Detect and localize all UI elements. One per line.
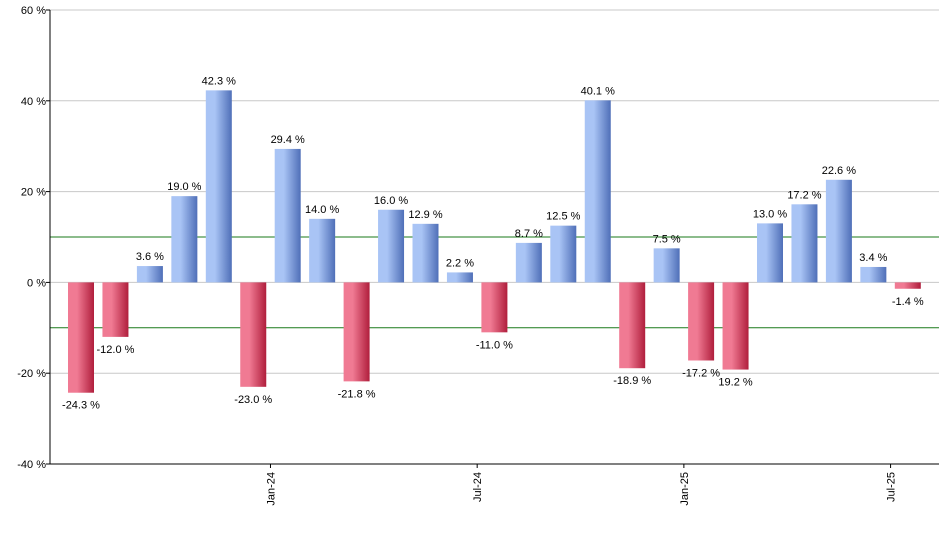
data-label: -1.4 %: [892, 296, 924, 308]
data-label: -21.8 %: [338, 388, 376, 400]
bar: [274, 148, 301, 283]
data-label: -17.2 %: [682, 367, 720, 379]
bar: [688, 282, 715, 361]
x-tick-label: Jul-24: [472, 472, 484, 502]
bar: [722, 282, 749, 370]
bar: [240, 282, 267, 387]
x-tick-label: Jul-25: [886, 472, 898, 502]
bar: [584, 100, 611, 283]
data-labels: -24.3 % -12.0 % 3.6 % 19.0 % 42.3 % -23.0 % 29…: [62, 75, 924, 411]
data-label: 7.5 %: [653, 233, 681, 245]
data-label: 3.4 %: [859, 252, 887, 264]
data-label: 16.0 %: [374, 195, 408, 207]
y-tick-label: -20 %: [17, 368, 46, 380]
bar: [412, 223, 439, 283]
bar: [68, 282, 94, 393]
bar: [446, 272, 473, 283]
data-label: -18.9 %: [613, 375, 651, 387]
bar: [619, 282, 646, 369]
data-label: 12.5 %: [546, 211, 580, 223]
y-tick-label: 60 %: [21, 5, 46, 17]
data-label: 3.6 %: [136, 251, 164, 263]
bar: [378, 209, 405, 283]
bar: [136, 266, 163, 283]
bar: [894, 282, 921, 289]
data-label: 29.4 %: [271, 134, 305, 146]
bar: [515, 242, 542, 283]
data-label: -24.3 %: [62, 400, 100, 412]
y-tick-label: 40 %: [21, 96, 46, 108]
bar: [481, 282, 508, 333]
bar: [791, 204, 818, 283]
data-label: 17.2 %: [787, 189, 821, 201]
data-label: 19.0 %: [167, 181, 201, 193]
x-tick-label: Jan-25: [679, 472, 691, 506]
y-tick-label: 20 %: [21, 187, 46, 199]
bar: [102, 282, 129, 337]
bar: [309, 218, 336, 283]
data-label: -23.0 %: [234, 394, 272, 406]
data-label: 2.2 %: [446, 257, 474, 269]
data-label: -11.0 %: [476, 339, 513, 351]
y-tick-label: -40 %: [17, 459, 46, 471]
data-label: 14.0 %: [305, 204, 339, 216]
bar: [205, 90, 232, 283]
bar: [860, 266, 887, 283]
bar: [171, 196, 198, 283]
bar: [757, 223, 783, 283]
bar: [825, 179, 852, 283]
data-label: -12.0 %: [96, 344, 134, 356]
data-label: 12.9 %: [408, 209, 442, 221]
data-label: 13.0 %: [753, 208, 787, 220]
axes: 60 % 40 % 20 % 0 % -20 % -40 % Jan-24 Jul-24 Jan…: [17, 5, 939, 506]
y-tick-label: 0 %: [27, 277, 46, 289]
x-tick-label: Jan-24: [265, 472, 277, 506]
data-label: 40.1 %: [581, 85, 615, 97]
bar: [653, 248, 680, 283]
bars: [68, 90, 921, 393]
data-label: 22.6 %: [822, 165, 856, 177]
bar: [343, 282, 370, 382]
data-label: 19.2 %: [718, 377, 752, 389]
data-label: 8.7 %: [515, 228, 543, 240]
bar: [550, 225, 577, 283]
data-label: 42.3 %: [202, 75, 236, 87]
